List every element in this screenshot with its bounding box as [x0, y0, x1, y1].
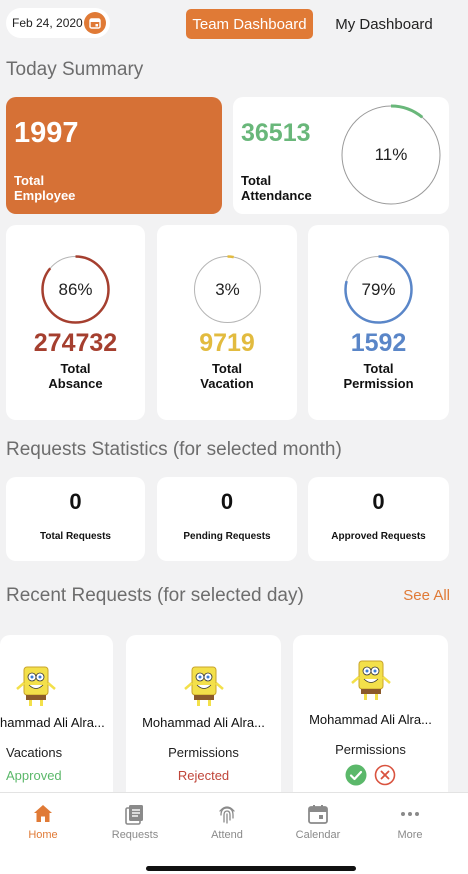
nav-requests-label: Requests	[111, 829, 159, 841]
sponge-avatar-icon	[351, 660, 391, 700]
absance-percent: 86%	[58, 280, 93, 299]
attendance-progress-ring: 11%	[340, 104, 442, 206]
total-vacation-value: 9719	[199, 329, 255, 357]
request-status-2: Rejected	[177, 768, 230, 783]
permission-progress-ring: 79%	[344, 255, 413, 324]
sponge-avatar-icon	[16, 666, 56, 706]
more-icon	[401, 812, 419, 816]
request-card-3[interactable]: Mohammad Ali Alra... Permissions	[293, 635, 448, 795]
nav-more[interactable]: More	[375, 803, 445, 841]
total-requests-value: 0	[69, 489, 82, 514]
total-employee-label: Total Employee	[14, 173, 76, 203]
sponge-avatar-icon	[184, 666, 224, 706]
nav-attend-label: Attend	[211, 829, 243, 841]
request-name-1: hammad Ali Alra...	[0, 715, 105, 730]
nav-calendar[interactable]: Calendar	[283, 803, 353, 841]
total-permission-value: 1592	[350, 329, 407, 357]
reject-x-icon[interactable]	[374, 764, 396, 786]
total-employee-card[interactable]: 1997 Total Employee	[6, 97, 222, 214]
total-employee-value: 1997	[14, 117, 79, 149]
calendar-icon	[308, 805, 328, 824]
request-type-3: Permissions	[335, 742, 406, 757]
date-picker[interactable]: Feb 24, 2020	[6, 8, 110, 38]
request-type-2: Permissions	[168, 745, 239, 760]
total-attendance-card[interactable]: 36513 Total Attendance 11%	[233, 97, 449, 214]
calendar-icon[interactable]	[84, 12, 106, 34]
pending-requests-card[interactable]: 0 Pending Requests	[157, 477, 297, 561]
nav-attend[interactable]: Attend	[192, 803, 262, 841]
total-requests-label: Total Requests	[40, 531, 111, 542]
total-permission-label: Total Permission	[343, 361, 414, 391]
request-card-2[interactable]: Mohammad Ali Alra... Permissions Rejecte…	[126, 635, 281, 795]
today-summary-title: Today Summary	[6, 59, 144, 80]
home-indicator	[146, 866, 356, 871]
nav-home[interactable]: Home	[8, 803, 78, 841]
request-type-1: Vacations	[6, 745, 63, 760]
tab-team-dashboard[interactable]: Team Dashboard	[186, 9, 313, 39]
attendance-percent: 11%	[374, 145, 408, 164]
total-permission-card[interactable]: 79% 1592 Total Permission	[308, 225, 449, 420]
nav-calendar-label: Calendar	[295, 829, 341, 841]
approve-check-icon[interactable]	[345, 764, 367, 786]
approved-requests-value: 0	[372, 489, 385, 514]
absance-progress-ring: 86%	[41, 255, 110, 324]
top-bar: Feb 24, 2020 Team Dashboard My Dashboard	[0, 6, 468, 42]
total-attendance-value: 36513	[241, 119, 311, 147]
nav-more-label: More	[397, 829, 423, 841]
request-name-3: Mohammad Ali Alra...	[309, 712, 432, 727]
permission-percent: 79%	[361, 280, 396, 299]
vacation-percent: 3%	[215, 280, 240, 299]
vacation-progress-ring: 3%	[193, 255, 262, 324]
total-attendance-label: Total Attendance	[241, 173, 312, 203]
request-status-1: Approved	[6, 768, 62, 783]
pending-requests-value: 0	[220, 489, 234, 514]
pending-requests-label: Pending Requests	[183, 531, 271, 542]
total-requests-card[interactable]: 0 Total Requests	[6, 477, 145, 561]
requests-icon	[125, 805, 143, 825]
total-absance-value: 274732	[33, 329, 118, 357]
bottom-nav: Home Requests Attend Calendar More	[0, 792, 468, 874]
date-text: Feb 24, 2020	[12, 16, 83, 30]
approved-requests-label: Approved Requests	[331, 531, 426, 542]
nav-requests[interactable]: Requests	[100, 803, 170, 841]
requests-statistics-title: Requests Statistics (for selected month)	[6, 439, 342, 460]
fingerprint-icon	[219, 806, 235, 824]
total-vacation-label: Total Vacation	[200, 361, 254, 391]
request-card-1[interactable]: hammad Ali Alra... Vacations Approved	[0, 635, 113, 795]
home-icon	[34, 805, 52, 822]
recent-requests-title: Recent Requests (for selected day)	[6, 585, 304, 606]
approved-requests-card[interactable]: 0 Approved Requests	[308, 477, 449, 561]
total-absance-label: Total Absance	[48, 361, 103, 391]
nav-home-label: Home	[28, 829, 58, 841]
total-vacation-card[interactable]: 3% 9719 Total Vacation	[157, 225, 297, 420]
see-all-link[interactable]: See All	[403, 587, 450, 604]
request-name-2: Mohammad Ali Alra...	[142, 715, 265, 730]
total-absance-card[interactable]: 86% 274732 Total Absance	[6, 225, 145, 420]
tab-my-dashboard[interactable]: My Dashboard	[335, 15, 433, 33]
